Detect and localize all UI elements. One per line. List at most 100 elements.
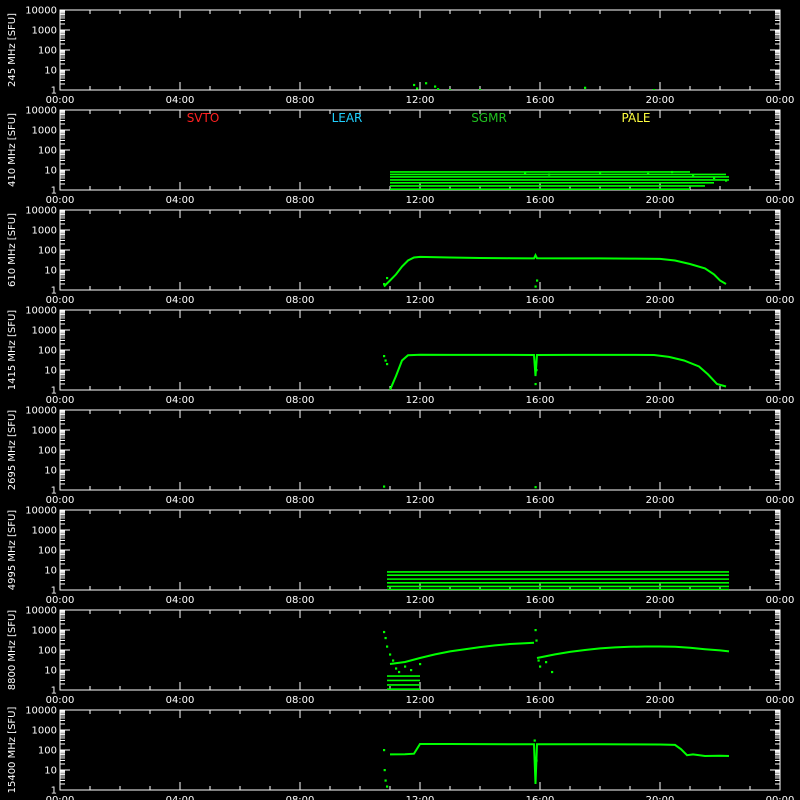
data-point <box>383 749 386 752</box>
x-tick-label: 08:00 <box>286 695 315 706</box>
data-point <box>384 359 387 362</box>
data-point <box>386 645 389 648</box>
y-tick-label: 1 <box>51 486 57 497</box>
x-tick-label: 04:00 <box>166 195 195 206</box>
y-tick-label: 1000 <box>32 726 57 737</box>
x-tick-label: 12:00 <box>406 295 435 306</box>
data-point <box>389 653 392 656</box>
data-point <box>383 769 386 772</box>
y-axis-label: 1415 MHz [SFU] <box>7 310 18 391</box>
data-point <box>533 739 536 742</box>
data-point <box>449 89 452 90</box>
station-legend: SVTO LEAR SGMR PALE <box>187 111 651 125</box>
x-tick-label: 08:00 <box>286 795 315 800</box>
y-axis-label: 4995 MHz [SFU] <box>7 510 18 591</box>
x-tick-label: 00:00 <box>46 795 75 800</box>
y-tick-label: 1 <box>51 86 57 97</box>
data-point <box>434 85 437 88</box>
station-label-sgmr: SGMR <box>471 111 507 125</box>
x-tick-label: 16:00 <box>526 295 555 306</box>
data-point <box>398 670 401 674</box>
x-tick-label: 08:00 <box>286 195 315 206</box>
data-point <box>419 662 422 666</box>
y-tick-label: 100 <box>38 546 57 557</box>
x-tick-label: 04:00 <box>166 595 195 606</box>
y-tick-label: 10000 <box>25 206 57 217</box>
x-tick-label: 16:00 <box>526 795 555 800</box>
x-tick-label: 00:00 <box>46 495 75 506</box>
data-point <box>384 779 387 782</box>
flux-line <box>389 641 535 665</box>
data-point <box>534 382 537 386</box>
x-tick-label: 00:00 <box>766 495 795 506</box>
x-tick-label: 16:00 <box>526 595 555 606</box>
y-tick-label: 1000 <box>32 326 57 337</box>
station-label-pale: PALE <box>622 111 651 125</box>
data-point <box>535 759 538 762</box>
data-point <box>725 179 728 182</box>
data-point <box>416 87 419 90</box>
x-tick-label: 08:00 <box>286 295 315 306</box>
x-tick-label: 16:00 <box>526 695 555 706</box>
data-point <box>545 661 548 664</box>
data-series <box>383 252 727 288</box>
x-tick-label: 20:00 <box>646 495 675 506</box>
y-axis-label: 8800 MHz [SFU] <box>7 610 18 691</box>
x-tick-label: 16:00 <box>526 95 555 106</box>
x-tick-label: 20:00 <box>646 595 675 606</box>
y-axis-label: 15400 MHz [SFU] <box>7 707 18 794</box>
data-point <box>534 285 537 288</box>
y-axis-label: 2695 MHz [SFU] <box>7 410 18 491</box>
x-tick-label: 00:00 <box>766 795 795 800</box>
data-series <box>387 571 729 590</box>
data-series <box>383 485 537 489</box>
data-point <box>653 89 656 90</box>
data-series <box>390 170 729 190</box>
y-tick-label: 10000 <box>25 706 57 717</box>
data-point <box>404 665 407 668</box>
data-point <box>539 665 542 668</box>
x-tick-label: 04:00 <box>166 795 195 800</box>
station-label-lear: LEAR <box>332 111 363 125</box>
x-tick-label: 00:00 <box>46 195 75 206</box>
y-axis-label: 410 MHz [SFU] <box>7 113 18 187</box>
data-point <box>537 659 540 662</box>
data-point <box>535 369 538 372</box>
panel-4: 1 10 100 1000 10000 00:00 04:00 08:00 12:00 16:00… <box>7 406 794 507</box>
data-series <box>383 629 730 690</box>
x-tick-label: 12:00 <box>406 395 435 406</box>
data-point <box>386 785 389 788</box>
data-point <box>534 486 537 489</box>
x-tick-label: 04:00 <box>166 95 195 106</box>
y-tick-label: 1 <box>51 586 57 597</box>
data-point <box>671 170 674 174</box>
y-tick-label: 100 <box>38 746 57 757</box>
y-tick-label: 1000 <box>32 226 57 237</box>
y-tick-label: 10000 <box>25 306 57 317</box>
data-point <box>536 279 539 282</box>
data-point <box>551 670 554 674</box>
x-tick-label: 08:00 <box>286 495 315 506</box>
data-point <box>386 362 389 366</box>
y-tick-label: 1 <box>51 686 57 697</box>
panel-3: 1 10 100 1000 10000 00:00 04:00 08:00 12:00 16:00… <box>7 306 794 407</box>
data-point <box>535 639 538 642</box>
data-point <box>395 667 398 670</box>
y-tick-label: 10000 <box>25 606 57 617</box>
y-tick-label: 10 <box>44 366 57 377</box>
x-tick-label: 00:00 <box>766 595 795 606</box>
flux-line <box>389 353 727 390</box>
x-tick-label: 20:00 <box>646 695 675 706</box>
y-tick-label: 10 <box>44 766 57 777</box>
y-tick-label: 100 <box>38 346 57 357</box>
data-point <box>534 629 537 632</box>
x-tick-label: 04:00 <box>166 295 195 306</box>
x-tick-label: 00:00 <box>46 595 75 606</box>
x-tick-label: 12:00 <box>406 195 435 206</box>
y-tick-label: 1000 <box>32 126 57 137</box>
x-tick-label: 04:00 <box>166 495 195 506</box>
data-point <box>692 175 695 178</box>
panel-2: 1 10 100 1000 10000 00:00 04:00 08:00 12:00 16:00… <box>7 206 794 307</box>
y-tick-label: 10 <box>44 266 57 277</box>
